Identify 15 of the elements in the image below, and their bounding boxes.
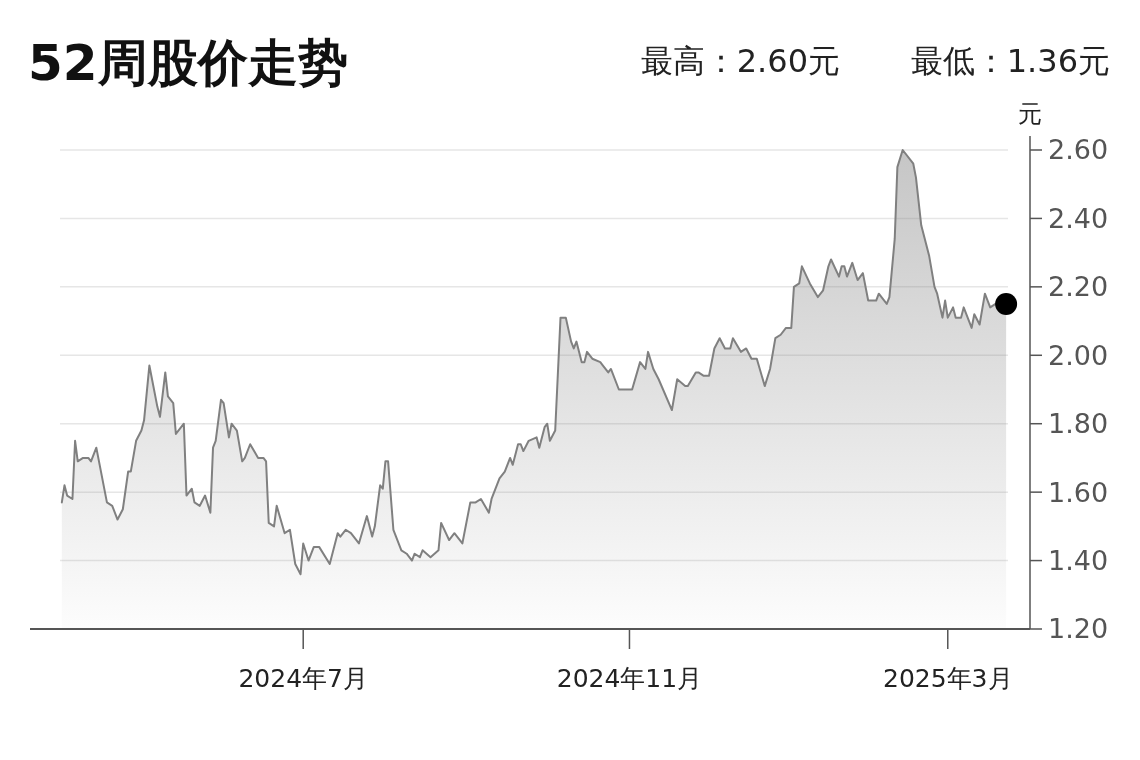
y-tick-label: 1.80 [1048,408,1109,440]
y-tick-label: 2.20 [1048,271,1109,303]
y-tick-label: 1.60 [1048,476,1109,508]
y-tick-label: 2.60 [1048,134,1109,166]
x-tick-label: 2025年3月 [883,664,1013,693]
text: 最低：1.36元 [910,42,1110,80]
y-axis-title: 元 [1018,100,1042,128]
text: 最高：2.60元 [640,42,840,80]
x-tick-label: 2024年7月 [238,664,368,693]
y-tick-label: 1.40 [1048,545,1109,577]
chart-title: 52周股价走势 [28,34,348,92]
y-tick-label: 2.40 [1048,202,1109,234]
y-tick-label: 1.20 [1048,613,1109,645]
y-tick-label: 2.00 [1048,339,1109,371]
x-tick-label: 2024年11月 [556,664,703,693]
